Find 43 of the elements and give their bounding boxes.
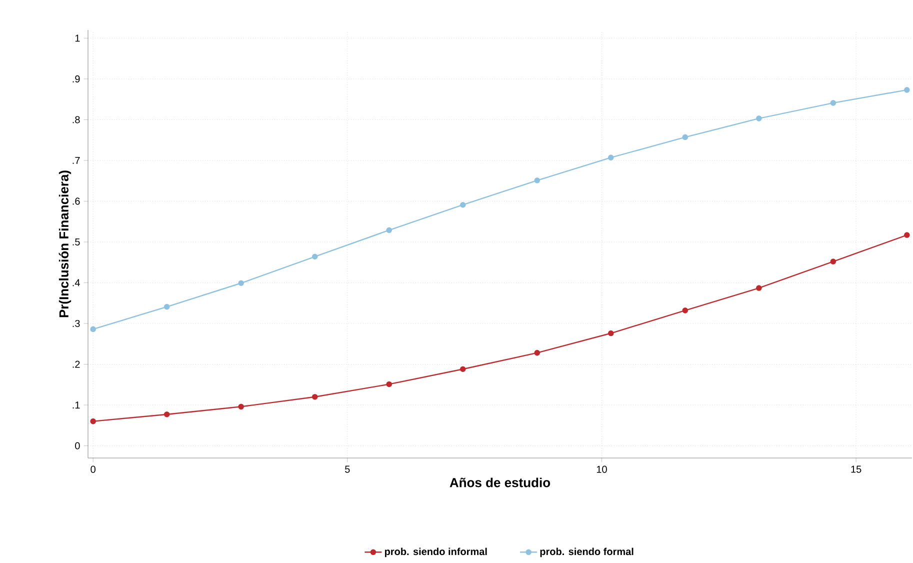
x-tick-label: 0 [90, 466, 96, 473]
legend-label: prob. siendo informal [384, 548, 487, 558]
y-tick-label: .3 [72, 320, 80, 328]
point [238, 280, 244, 286]
x-tick-label: 5 [345, 466, 350, 473]
y-tick-label: .1 [72, 402, 80, 408]
y-tick-label: .5 [72, 238, 80, 246]
y-tick-label: 1 [75, 34, 80, 42]
point [312, 254, 318, 260]
point [386, 381, 392, 388]
point [460, 202, 466, 208]
y-tick-label: .8 [72, 116, 80, 124]
point [756, 285, 762, 291]
y-axis-title: Pr(Inclusión Financiera) [58, 170, 72, 318]
y-tick-label: .7 [72, 157, 80, 164]
point [386, 227, 392, 234]
point [904, 232, 910, 238]
point [460, 366, 466, 372]
x-tick-label: 10 [596, 466, 607, 473]
point [312, 394, 318, 400]
point [534, 178, 540, 184]
legend-label: prob. siendo formal [540, 548, 634, 558]
y-tick-label: .9 [72, 75, 80, 82]
point [534, 350, 540, 356]
point [756, 116, 762, 122]
point [90, 326, 96, 332]
y-tick-label: 0 [75, 442, 80, 450]
point [904, 87, 910, 93]
y-tick-label: .6 [72, 198, 80, 205]
point [164, 411, 170, 418]
x-axis-title: Años de estudio [450, 478, 550, 488]
x-tick-label: 15 [851, 466, 862, 473]
point [238, 404, 244, 410]
point [830, 100, 836, 106]
point [682, 134, 688, 140]
point [682, 308, 688, 314]
point [830, 258, 836, 264]
y-tick-label: .4 [72, 279, 80, 286]
y-tick-label: .2 [72, 360, 80, 368]
point [164, 304, 170, 310]
point [90, 418, 96, 424]
point [608, 154, 614, 160]
point [608, 330, 614, 336]
